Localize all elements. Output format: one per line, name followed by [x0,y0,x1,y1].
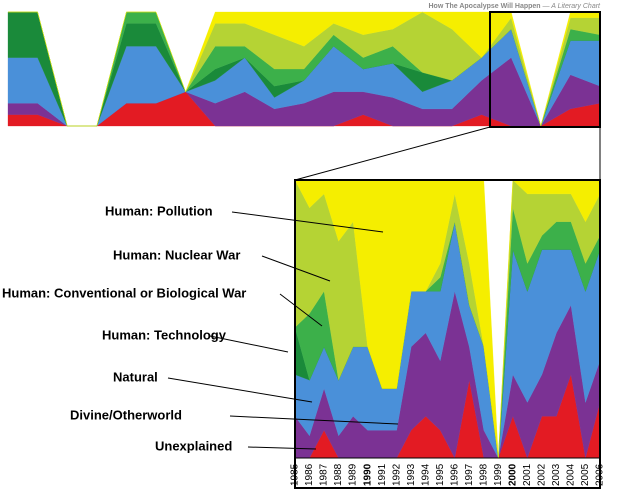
x-tick-label: 1992 [391,463,402,486]
x-tick-label: 1993 [406,463,417,486]
zoom-box [489,11,601,128]
x-tick-label: 1999 [493,463,504,486]
x-tick-label: 1987 [319,463,330,486]
x-tick-label: 1990 [362,463,373,486]
annotation: Divine/Otherworld [70,407,182,422]
annotation: Human: Conventional or Biological War [2,285,246,300]
x-tick-label: 1985 [290,463,301,486]
arrow [247,446,317,450]
annotation: Unexplained [155,438,232,453]
chart-title: How The Apocalypse Will Happen — A Liter… [429,3,602,10]
arrow [167,377,313,403]
x-tick-label: 1986 [304,463,315,486]
x-tick-label: 2000 [507,463,518,486]
x-tick-label: 1989 [348,463,359,486]
arrows [167,211,399,450]
x-tick-label: 2003 [551,463,562,486]
arrow [229,415,399,425]
subtitle: — A Literary Chart [542,3,601,10]
annotation: Human: Nuclear War [113,247,240,262]
annotation: Human: Technology [102,327,227,342]
x-tick-label: 2006 [595,463,606,486]
x-tick-label: 1996 [449,463,460,486]
x-tick-label: 1988 [333,463,344,486]
annotation: Human: Pollution [105,203,213,218]
x-tick-label: 1994 [420,463,431,486]
arrow [209,335,289,353]
zoom-frame [294,179,601,489]
x-tick-label: 1997 [464,463,475,486]
arrow [231,211,384,233]
x-tick-label: 2004 [566,463,577,486]
annotation: Natural [113,369,158,384]
x-tick-label: 1995 [435,463,446,486]
zoom-connector [294,126,491,181]
title: How The Apocalypse Will Happen [429,3,541,10]
x-tick-label: 2002 [537,463,548,486]
layers [7,11,601,459]
x-tick-label: 1991 [377,463,388,486]
arrow [279,293,323,327]
arrow [261,255,331,282]
x-tick-label: 2001 [522,463,533,486]
x-tick-label: 2005 [580,463,591,486]
x-tick-label: 1998 [478,463,489,486]
